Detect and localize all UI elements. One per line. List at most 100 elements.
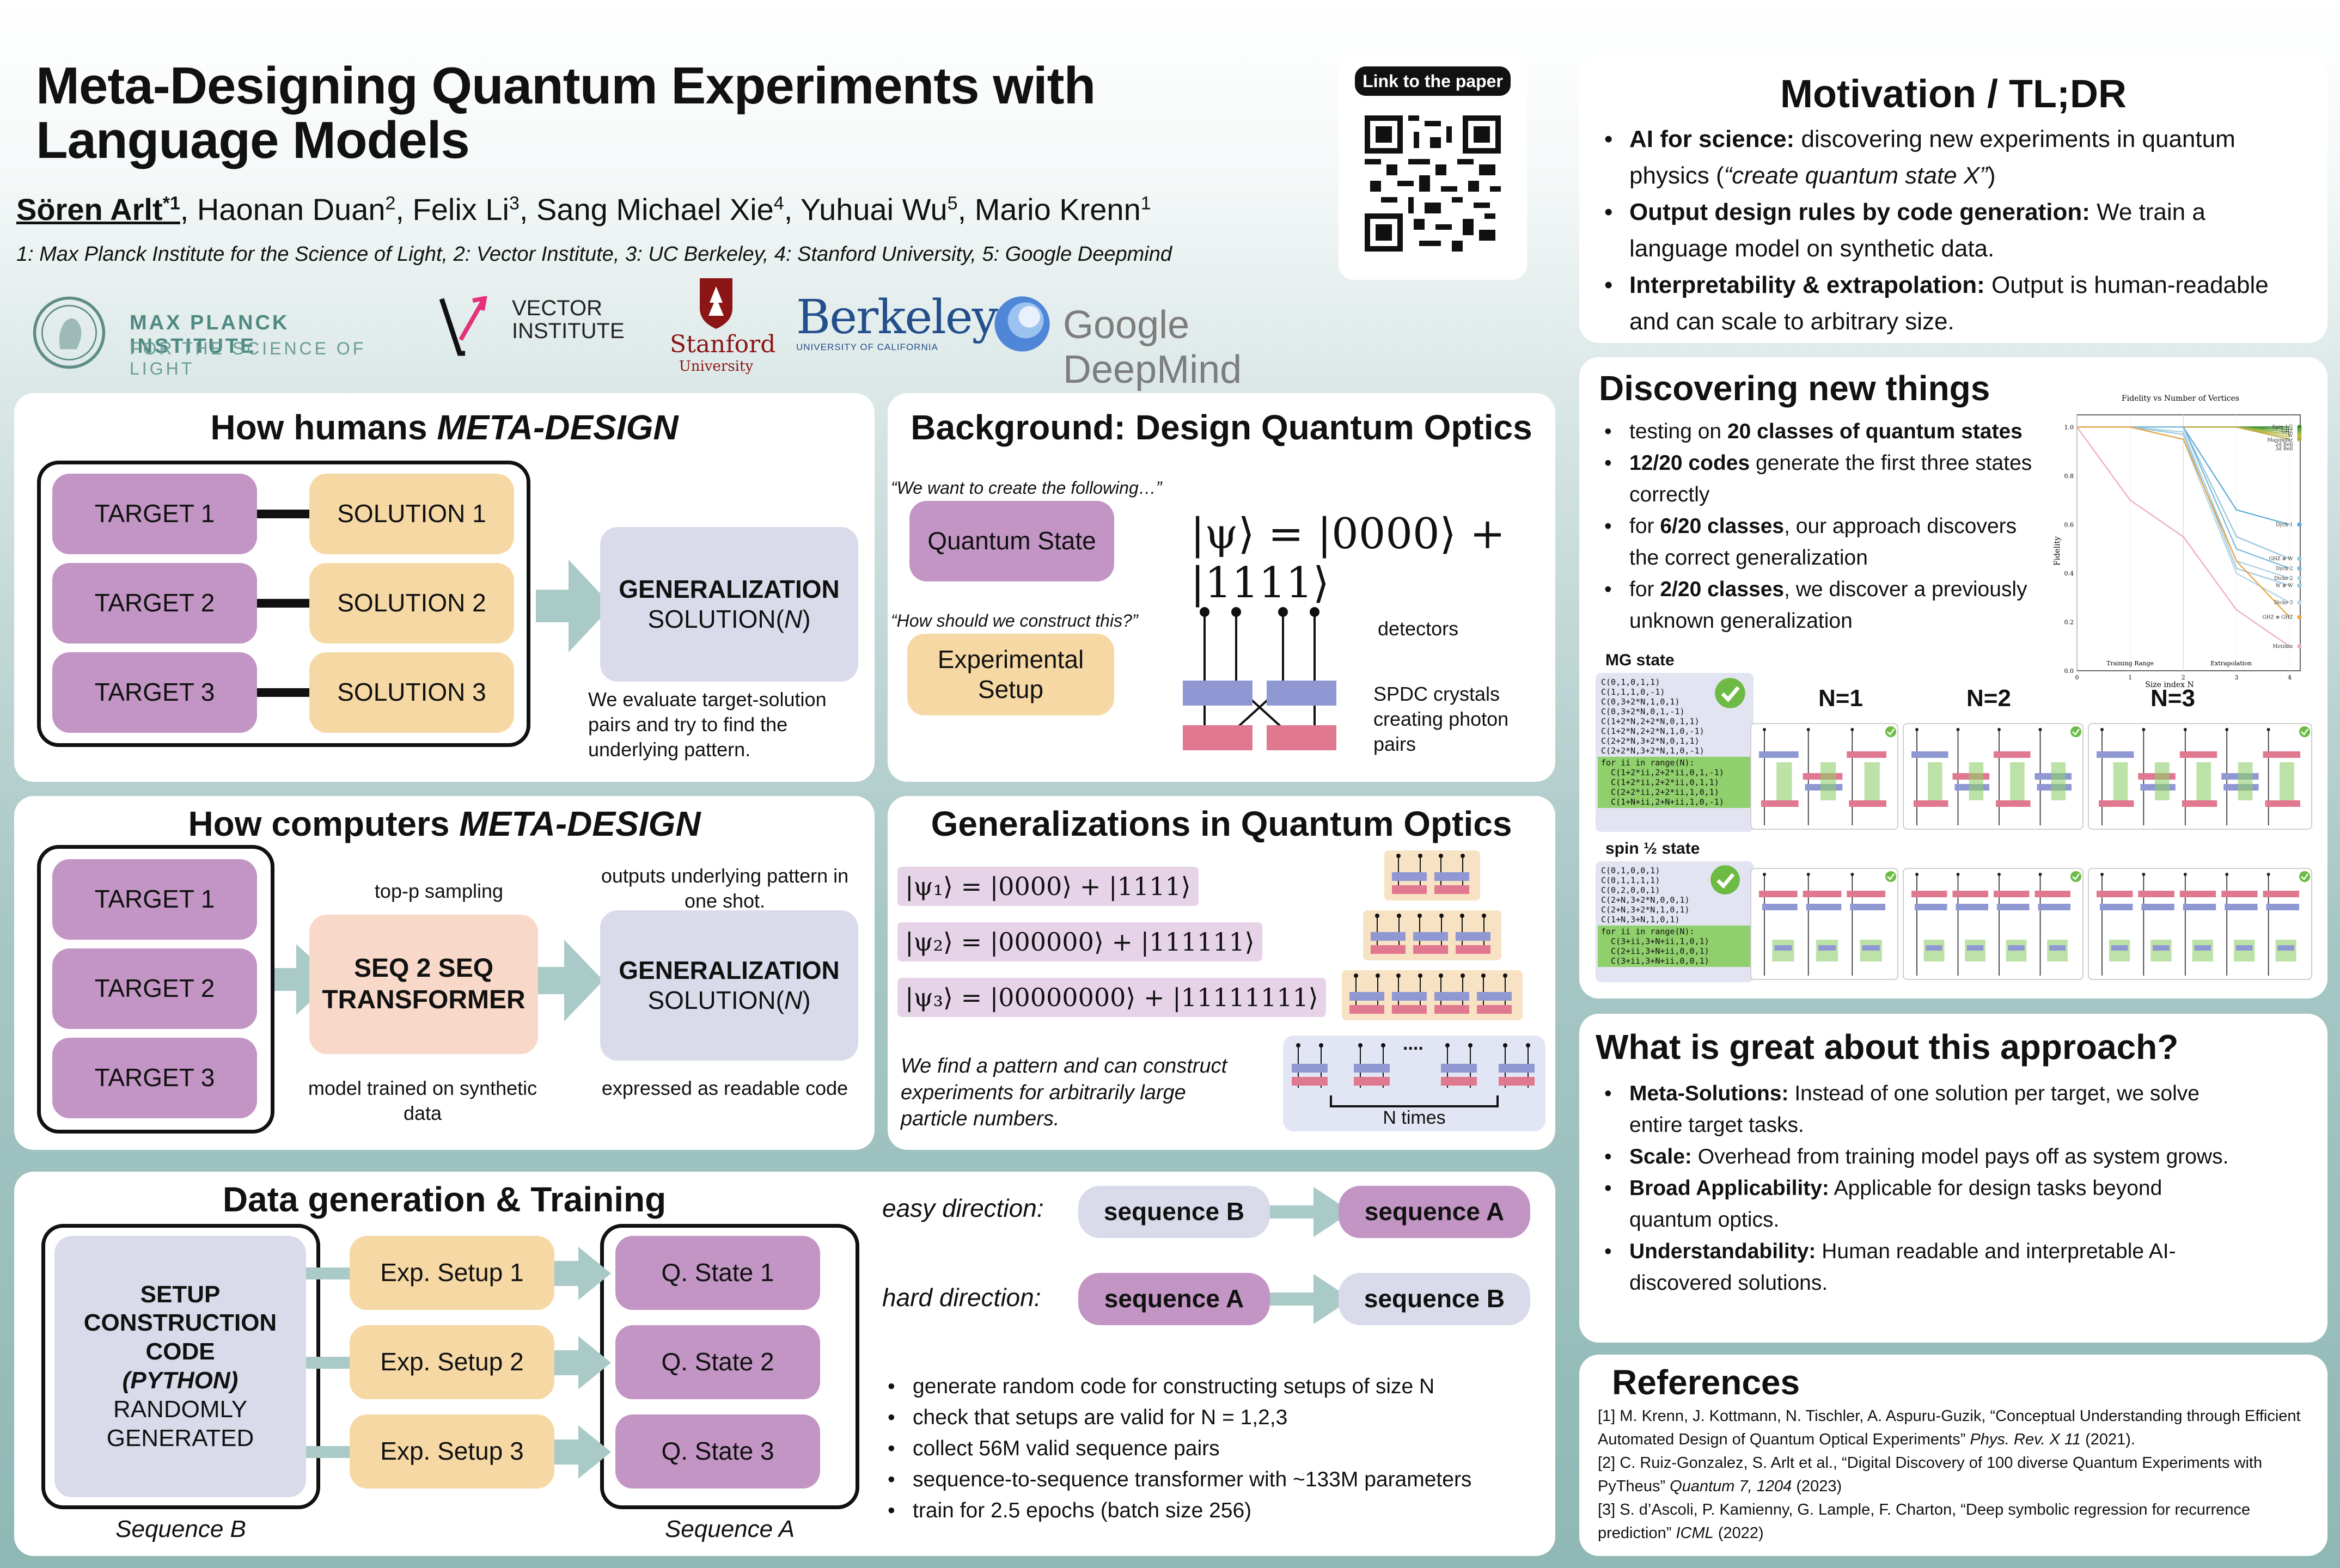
code-line: C(0,2,0,0,1) <box>1601 885 1660 895</box>
mg-code-card: C(0,1,0,1,1) C(1,1,1,0,-1) C(0,3+2*N,1,0,1… <box>1596 673 1754 832</box>
detector <box>1956 873 1960 876</box>
spdc-crystal <box>2263 751 2300 758</box>
pair-link-2 <box>257 599 309 608</box>
detector <box>1460 914 1464 918</box>
spdc-crystal <box>1966 945 1984 951</box>
seq2seq-transformer: SEQ 2 SEQ TRANSFORMER <box>309 915 538 1054</box>
humans-gen-solution: SOLUTION(N) <box>647 605 811 633</box>
training-bullets: generate random code for constructing se… <box>882 1371 1536 1526</box>
spdc-crystal <box>1997 904 2030 910</box>
computers-target-1: TARGET 1 <box>52 859 257 940</box>
detector <box>2266 728 2270 731</box>
experimental-setup-box: Experimental Setup <box>907 634 1114 715</box>
chart-xlabel: Size index N <box>2145 681 2194 689</box>
spdc-crystal <box>1911 891 1947 897</box>
region-label: Training Range <box>2106 660 2154 667</box>
spdc-crystal <box>2266 904 2299 910</box>
legend-label: Dicke 2 <box>2274 576 2293 581</box>
spdc-crystal <box>1994 751 2031 758</box>
author-0: Sören Arlt*1 <box>16 192 180 226</box>
series-end-marker <box>2297 575 2302 580</box>
panel-humans: How humans META-DESIGN TARGET 1 TARGET 2… <box>14 393 875 782</box>
motivation-item: Interpretability & extrapolation: Output… <box>1599 267 2307 340</box>
ghz-equation: |ψ⟩ = |0000⟩ + |1111⟩ <box>1190 510 1506 608</box>
vector-logo: VECTOR INSTITUTE <box>439 294 625 359</box>
n-times-diagram <box>1292 1043 1535 1088</box>
mpi-line1: MAX PLANCK INSTITUTE <box>130 311 290 358</box>
code-line-6: GENERATED <box>106 1424 254 1451</box>
detector <box>1481 973 1486 978</box>
detector <box>2038 873 2042 876</box>
code-line: C(3+ii,3+N+ii,1,0,1) <box>1601 936 1709 946</box>
pair-link-3 <box>257 688 309 697</box>
spdc-crystal <box>1477 992 1512 1001</box>
legend-label: Motzkin <box>2272 644 2293 650</box>
trained-label: model trained on synthetic data <box>308 1077 537 1125</box>
author-3: Sang Michael Xie4 <box>536 192 784 226</box>
spdc-crystal <box>1762 904 1798 910</box>
code-line: C(0,3+2*N,1,0,1) <box>1601 697 1680 707</box>
chart-title: Fidelity vs Number of Vertices <box>2122 394 2239 403</box>
spdc-crystal <box>1862 945 1880 951</box>
spdc-crystal <box>1952 891 1988 897</box>
spin-code-lines: C(0,1,0,0,1) C(0,1,1,1,1) C(0,2,0,0,1) C(2+… <box>1601 866 1748 924</box>
highlight-block <box>1776 762 1792 800</box>
n-label-2: N=2 <box>1966 685 2011 712</box>
detector <box>2142 728 2146 731</box>
code-line: C(0,1,0,1,1) <box>1601 677 1660 687</box>
qr-card[interactable]: Link to the paper <box>1339 54 1527 280</box>
stanford-tree-icon <box>700 278 732 329</box>
series-end-marker <box>2297 556 2302 561</box>
series-line <box>2076 426 2290 647</box>
outputs-label: outputs underlying pattern in one shot. <box>601 865 849 912</box>
great-list: Meta-Solutions: Instead of one solution … <box>1599 1078 2231 1299</box>
spdc-crystal <box>1434 872 1469 881</box>
spdc-crystal <box>2034 891 2070 897</box>
humans-title: How humans META-DESIGN <box>210 408 679 447</box>
code-line: C(2+2*N,3+2*N,1,0,-1) <box>1601 746 1704 756</box>
code-line: C(0,1,1,1,1) <box>1601 875 1660 885</box>
spdc-crystal <box>2097 751 2134 758</box>
humans-gen-title: GENERALIZATION <box>619 574 840 603</box>
spdc-crystal <box>2263 891 2299 897</box>
x-tick-label: 1 <box>2128 674 2132 681</box>
detector <box>1503 1043 1507 1048</box>
spdc-crystal <box>1759 891 1798 897</box>
minerva-seal-icon <box>33 296 106 369</box>
series-end-marker <box>2297 644 2302 649</box>
spdc-label: SPDC crystals creating photon pairs <box>1373 683 1509 756</box>
n-times-dots: .... <box>1403 1033 1423 1054</box>
legend-label: GHZ ⊗ GHZ <box>2263 615 2293 621</box>
spdc-crystal <box>1392 872 1427 881</box>
spdc-crystal <box>2182 800 2217 807</box>
qr-code-icon[interactable] <box>1365 115 1501 252</box>
code-line: C(1+2*ii,2+2*ii,0,1,-1) <box>1601 768 1724 777</box>
hard-sequence-b: sequence B <box>1339 1273 1530 1325</box>
code-line: C(1+2*ii,2+2*ii,0,1,1) <box>1601 777 1719 787</box>
check-mark <box>2072 873 2080 880</box>
highlight-block <box>2196 762 2211 800</box>
computers-gen-solution: SOLUTION(N) <box>647 986 811 1014</box>
code-line: C(2+N,3+2*N,1,0,1) <box>1601 905 1690 915</box>
great-item: Broad Applicability: Applicable for desi… <box>1599 1173 2231 1236</box>
great-item: Scale: Overhead from training model pays… <box>1599 1141 2231 1173</box>
exp-setup-1: Exp. Setup 1 <box>350 1236 554 1310</box>
panel-references: References [1] M. Krenn, J. Kottmann, N.… <box>1579 1355 2327 1556</box>
mini-setup-diagram <box>1911 726 2081 825</box>
mini-setup-diagram <box>1759 871 1896 976</box>
author-4: Yuhuai Wu5 <box>800 192 958 226</box>
detector <box>1418 854 1422 858</box>
spdc-crystal <box>1914 800 1948 807</box>
readable-label: expressed as readable code <box>601 1077 848 1099</box>
detector <box>2183 873 2187 876</box>
generalizations-caption: We find a pattern and can construct expe… <box>901 1055 1227 1131</box>
reference-item: [1] M. Krenn, J. Kottmann, N. Tischler, … <box>1598 1407 2301 1448</box>
computers-gen-title: GENERALIZATION <box>619 955 840 984</box>
stanford-sub: University <box>679 358 754 375</box>
detector <box>1806 873 1810 876</box>
x-tick-label: 0 <box>2075 674 2079 681</box>
detector <box>1319 1043 1323 1048</box>
humans-solution-3: SOLUTION 3 <box>309 652 514 733</box>
highlight-block <box>2154 762 2170 800</box>
code-line: C(2+ii,3+N+ii,0,0,1) <box>1601 946 1709 956</box>
